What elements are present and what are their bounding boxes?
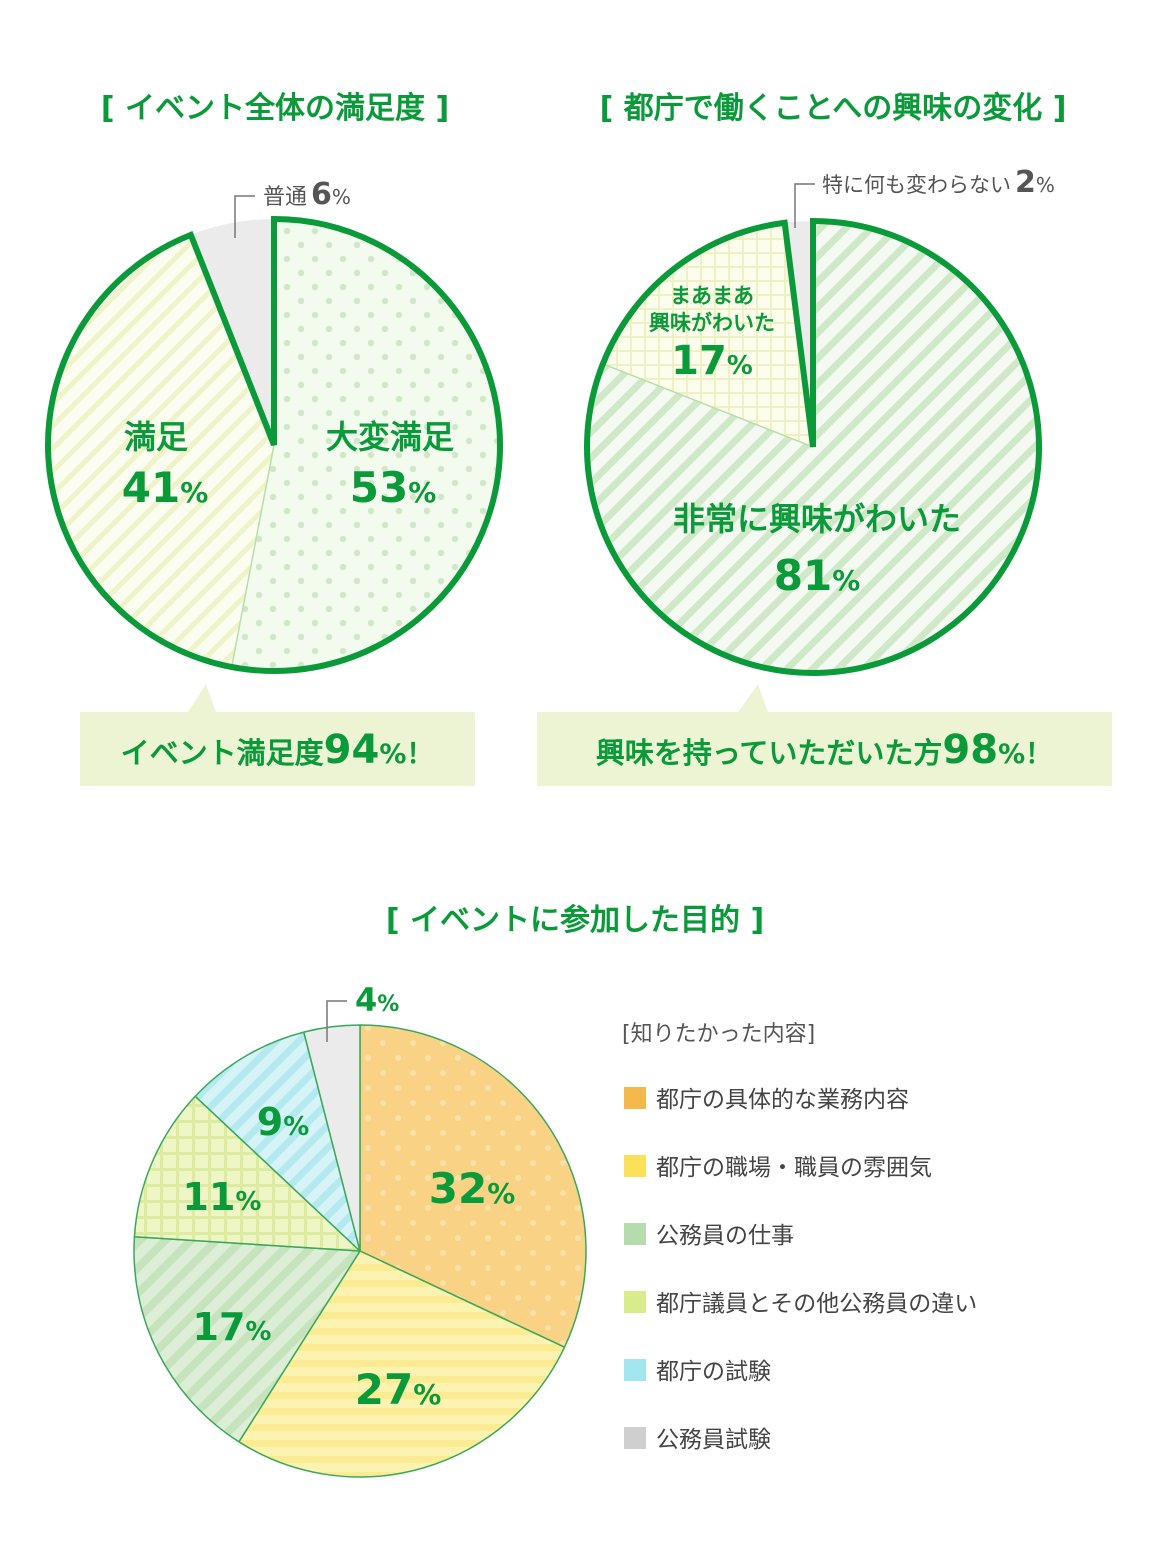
callout-text: 興味を持っていただいた方98%！ bbox=[596, 727, 1052, 773]
slice-category-label: まあまあ bbox=[670, 284, 754, 308]
legend-label: 都庁の具体的な業務内容 bbox=[656, 1087, 909, 1113]
slice-value-label: 41% bbox=[122, 463, 209, 512]
callout-box: 興味を持っていただいた方98%！ bbox=[537, 684, 1112, 786]
callout-background bbox=[537, 684, 1112, 786]
slice-value-label: 32% bbox=[429, 1164, 516, 1213]
slice-value-label: 27% bbox=[355, 1365, 442, 1414]
slice-value-label: 81% bbox=[774, 551, 861, 600]
legend-label: 公務員試験 bbox=[656, 1427, 771, 1453]
callout-box: イベント満足度94%！ bbox=[80, 684, 475, 786]
chart-title: [ 都庁で働くことへの興味の変化 ] bbox=[600, 91, 1067, 126]
pie-slice bbox=[303, 1024, 361, 1252]
pie-outline bbox=[584, 217, 1042, 676]
legend: [知りたかった内容] 都庁の具体的な業務内容都庁の職場・職員の雰囲気公務員の仕事… bbox=[622, 1022, 977, 1453]
slice-value-label: 9% bbox=[257, 1100, 310, 1144]
legend-swatch bbox=[624, 1223, 646, 1245]
slice-value-label: 53% bbox=[350, 463, 437, 512]
slice-category-label: 満足 bbox=[124, 418, 188, 456]
chart-title: [ イベント全体の満足度 ] bbox=[101, 91, 449, 126]
satisfaction-chart: [ イベント全体の満足度 ] 大変満足 53% 満足 41% 普通 6% イベント満足度9… bbox=[45, 91, 503, 786]
slice-value-label: 4% bbox=[355, 981, 399, 1019]
slice-divider bbox=[602, 363, 814, 448]
interest-chart: [ 都庁で働くことへの興味の変化 ] 非常に興味がわいた 81% まあまあ興味がわい… bbox=[537, 91, 1112, 786]
chart-title: [ イベントに参加した目的 ] bbox=[386, 903, 764, 938]
slice-divider bbox=[230, 444, 275, 668]
legend-label: 都庁の職場・職員の雰囲気 bbox=[656, 1155, 932, 1181]
legend-swatch bbox=[624, 1087, 646, 1109]
slice-category-label: 特に何も変わらない 2% bbox=[822, 165, 1055, 200]
pie-slice bbox=[359, 1024, 587, 1348]
pie-slice bbox=[231, 219, 500, 671]
pie-outline bbox=[45, 215, 503, 674]
pie-slice bbox=[133, 1236, 361, 1443]
pie-slice bbox=[133, 1095, 361, 1252]
legend-label: 都庁の試験 bbox=[656, 1359, 771, 1385]
legend-swatch bbox=[624, 1155, 646, 1177]
leader-line bbox=[794, 183, 815, 228]
legend-swatch bbox=[624, 1291, 646, 1313]
slice-category-label: 普通 6% bbox=[263, 177, 351, 212]
pie-slice bbox=[238, 1250, 566, 1478]
legend-label: 都庁議員とその他公務員の違い bbox=[656, 1291, 977, 1317]
leader-line bbox=[234, 195, 255, 238]
legend-title: [知りたかった内容] bbox=[622, 1022, 815, 1047]
legend-swatch bbox=[624, 1427, 646, 1449]
purpose-chart: [ イベントに参加した目的 ] 32% 27% 17% 11% 9% 4% [知りたかった… bbox=[133, 903, 977, 1478]
pie-slice bbox=[602, 222, 813, 447]
slice-value-label: 17% bbox=[671, 338, 753, 384]
slice-category-label: 非常に興味がわいた bbox=[673, 500, 961, 538]
callout-text: イベント満足度94%！ bbox=[121, 727, 434, 773]
slice-category-label: 大変満足 bbox=[326, 418, 454, 456]
pie-slice bbox=[47, 234, 274, 667]
slice-value-label: 17% bbox=[193, 1305, 272, 1349]
slice-value-label: 11% bbox=[183, 1175, 262, 1219]
legend-swatch bbox=[624, 1359, 646, 1381]
slice-category-label: 興味がわいた bbox=[649, 311, 775, 335]
legend-label: 公務員の仕事 bbox=[656, 1223, 794, 1249]
callout-background bbox=[80, 684, 475, 786]
pie-slice bbox=[194, 1031, 361, 1252]
leader-line bbox=[326, 1000, 347, 1042]
